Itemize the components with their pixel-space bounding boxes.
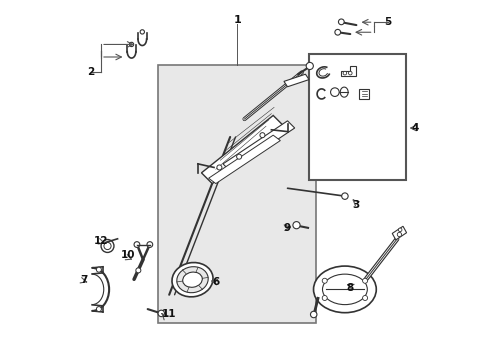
Text: 9: 9 [284,224,290,233]
Circle shape [362,296,367,301]
Text: 11: 11 [162,310,176,319]
Circle shape [96,267,101,272]
Circle shape [236,154,241,159]
Circle shape [101,239,114,252]
Ellipse shape [313,266,376,313]
Circle shape [341,193,347,199]
Circle shape [292,222,300,229]
Text: 5: 5 [384,17,391,27]
Bar [158,65,316,323]
Text: 10: 10 [121,250,135,260]
Circle shape [129,42,133,46]
Circle shape [310,311,316,318]
Text: 6: 6 [212,277,219,287]
Polygon shape [208,135,280,184]
Text: 7: 7 [80,275,87,285]
Circle shape [398,228,401,231]
Circle shape [260,133,264,138]
Circle shape [134,242,140,247]
Circle shape [330,88,339,96]
Text: 2: 2 [87,67,95,77]
Polygon shape [341,66,355,76]
Text: 12: 12 [94,236,108,246]
Polygon shape [201,116,284,184]
Circle shape [334,30,340,35]
Circle shape [362,278,367,283]
Text: 1: 1 [233,15,241,26]
Circle shape [140,30,144,34]
Circle shape [136,268,141,273]
Circle shape [158,310,164,317]
Ellipse shape [183,272,202,287]
Text: 3: 3 [351,200,359,210]
Circle shape [322,296,326,301]
Polygon shape [391,226,406,240]
Circle shape [217,165,222,170]
Text: 4: 4 [410,123,418,133]
Circle shape [343,71,346,75]
Polygon shape [284,74,308,87]
Bar [308,54,405,180]
Ellipse shape [177,267,208,293]
Ellipse shape [172,262,213,297]
Circle shape [396,232,401,237]
Circle shape [322,278,326,283]
Circle shape [96,307,101,312]
Circle shape [348,71,351,75]
Circle shape [147,242,152,247]
Ellipse shape [322,274,366,305]
Circle shape [338,19,344,25]
Circle shape [305,62,313,69]
Polygon shape [359,89,368,99]
Text: 8: 8 [346,283,353,293]
Circle shape [104,242,111,249]
Polygon shape [223,121,294,171]
